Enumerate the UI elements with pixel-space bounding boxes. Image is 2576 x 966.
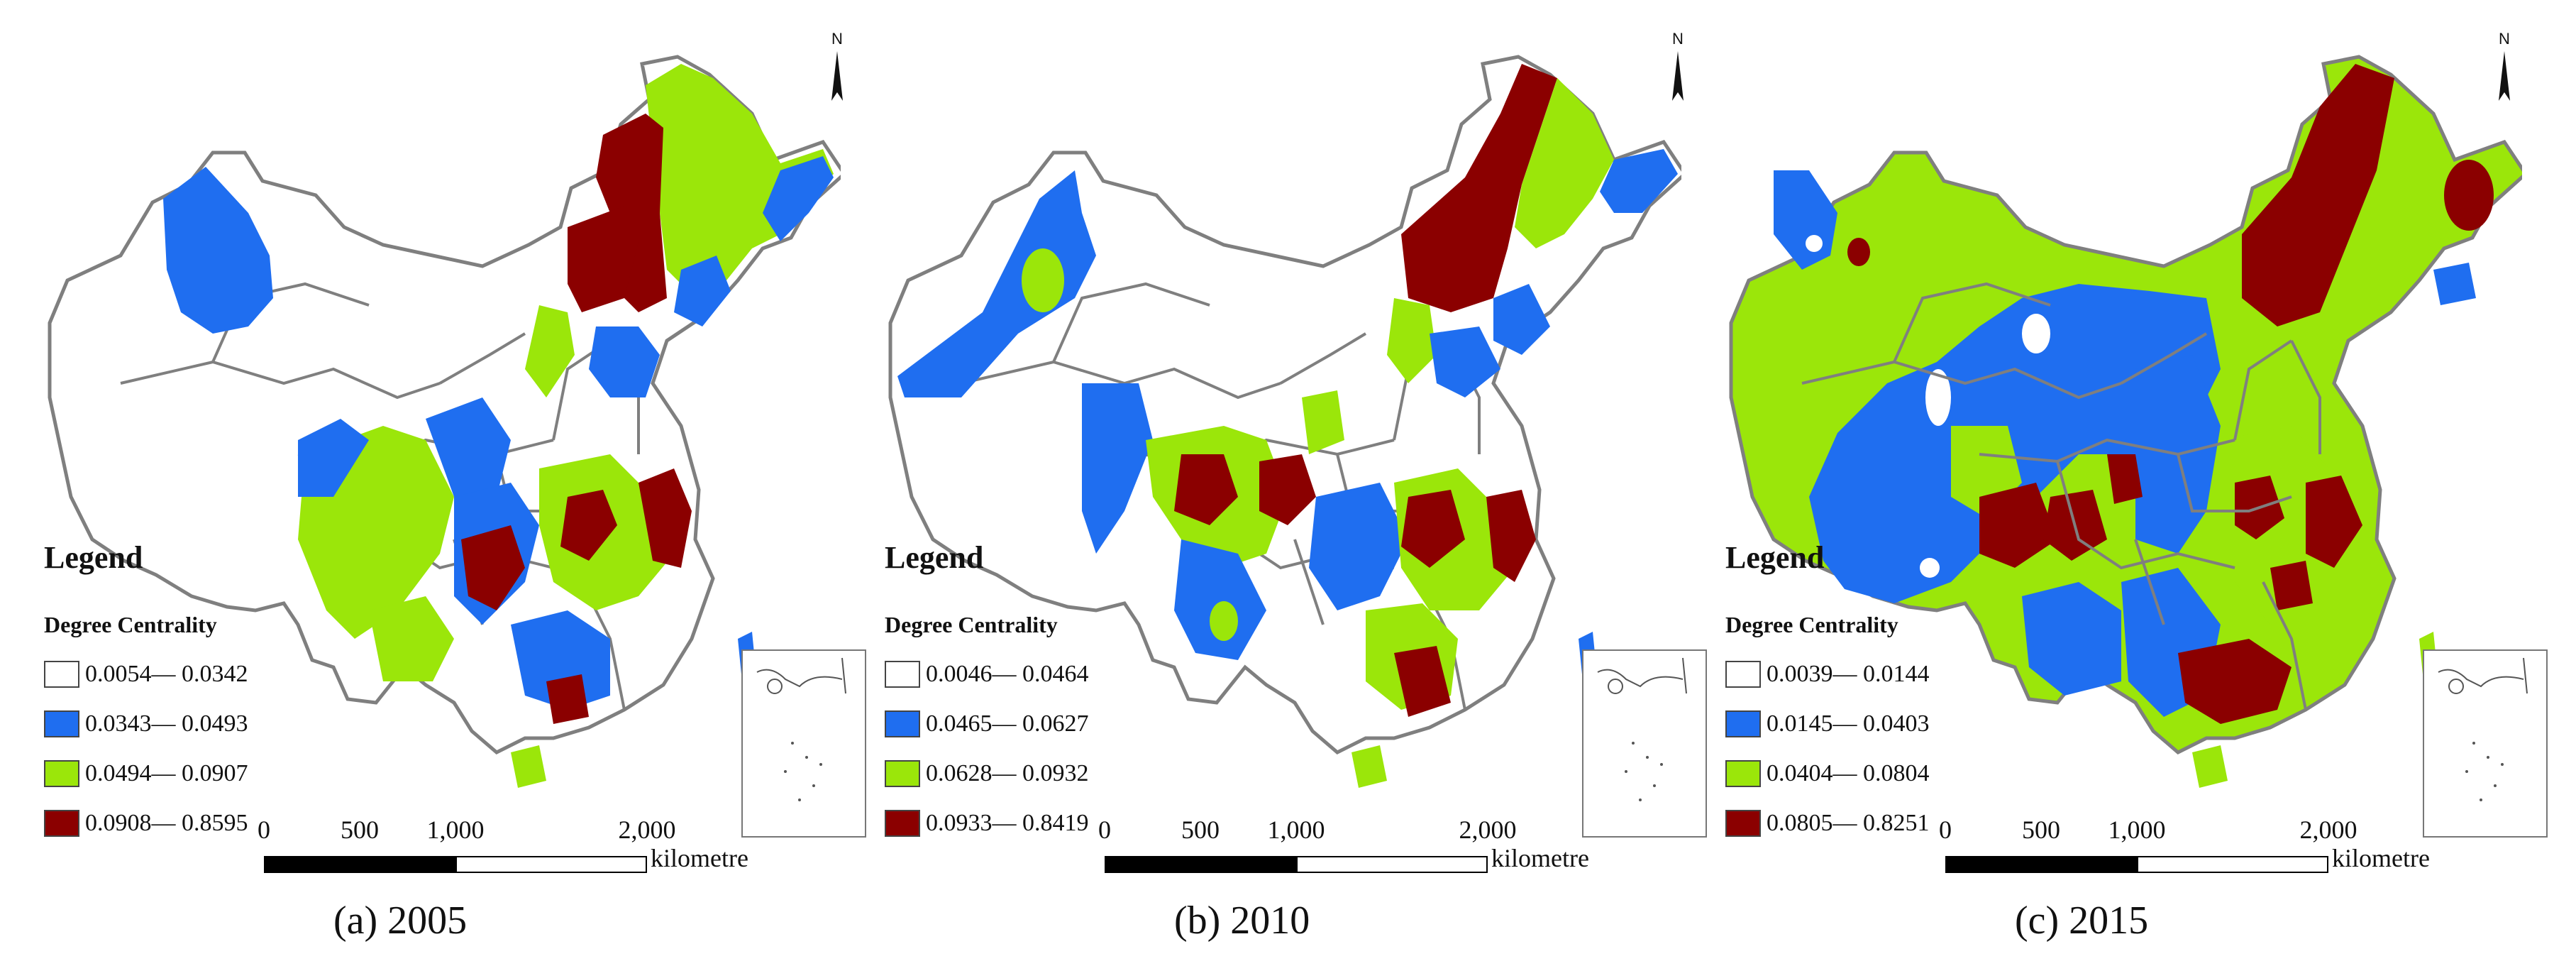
legend-label: 0.0933— 0.8419 xyxy=(926,810,1089,836)
scale-bar-black-segment xyxy=(1945,856,2137,873)
legend-row-class2: 0.0145— 0.0403 xyxy=(1725,706,1930,742)
scale-tick: 0 xyxy=(1939,816,1952,844)
legend-swatch-class2 xyxy=(885,710,920,737)
region-class3 xyxy=(1515,78,1614,248)
legend-row-class3: 0.0494— 0.0907 xyxy=(44,756,248,791)
legend-row-class1: 0.0054— 0.0342 xyxy=(44,657,248,692)
legend-label: 0.0054— 0.0342 xyxy=(85,661,248,687)
scale-tick: 500 xyxy=(1181,816,1220,844)
region-class2 xyxy=(1809,284,2221,603)
legend-label: 0.0343— 0.0493 xyxy=(85,710,248,737)
region-class2 xyxy=(897,170,1096,397)
legend-label: 0.0805— 0.8251 xyxy=(1767,810,1930,836)
legend-swatch-class3 xyxy=(44,760,79,787)
north-arrow: N xyxy=(2490,30,2519,115)
scale-bar-white-segment xyxy=(2137,856,2328,873)
scale-tick: 1,000 xyxy=(426,816,485,844)
legend-swatch-class3 xyxy=(885,760,920,787)
scale-tick: 2,000 xyxy=(618,816,676,844)
region-class2 xyxy=(163,167,273,334)
legend-label: 0.0046— 0.0464 xyxy=(926,661,1089,687)
scale-tick: 500 xyxy=(341,816,379,844)
legend-label: 0.0039— 0.0144 xyxy=(1767,661,1930,687)
scale-bar-black-segment xyxy=(264,856,455,873)
legend-row-class2: 0.0465— 0.0627 xyxy=(885,706,1089,742)
choropleth-map-2015 xyxy=(1729,55,2522,788)
panel-caption: (c) 2015 xyxy=(2015,899,2149,943)
legend-swatch-class1 xyxy=(885,661,920,688)
scale-tick: 2,000 xyxy=(1459,816,1517,844)
legend-swatch-class4 xyxy=(1725,810,1761,837)
north-label: N xyxy=(2499,30,2510,48)
legend-label: 0.0628— 0.0932 xyxy=(926,760,1089,786)
scale-bar: 0 500 1,000 2,000 kilometre xyxy=(1939,815,2430,873)
north-arrow: N xyxy=(1664,30,1692,115)
legend-swatch-class1 xyxy=(44,661,79,688)
choropleth-map-2005 xyxy=(48,55,841,788)
north-label: N xyxy=(831,30,843,48)
panel-caption: (a) 2005 xyxy=(333,899,468,943)
legend-title: Legend xyxy=(44,540,143,575)
legend-label: 0.0494— 0.0907 xyxy=(85,760,248,786)
scale-bar: 0 500 1,000 2,000 kilometre xyxy=(1098,815,1589,873)
inset-map-south-china-sea xyxy=(1582,649,1707,838)
region-class4 xyxy=(568,206,639,312)
legend-row-class3: 0.0628— 0.0932 xyxy=(885,756,1089,791)
scale-unit: kilometre xyxy=(2332,844,2430,872)
region-class4 xyxy=(596,114,667,312)
scale-bar-white-segment xyxy=(1296,856,1488,873)
inset-map-south-china-sea xyxy=(2423,649,2548,838)
choropleth-map-2010 xyxy=(888,55,1681,788)
north-arrow: N xyxy=(823,30,851,115)
panel-caption: (b) 2010 xyxy=(1174,899,1310,943)
legend-subtitle: Degree Centrality xyxy=(1725,612,1898,637)
legend-title: Legend xyxy=(1725,540,1825,575)
scale-unit: kilometre xyxy=(651,844,748,872)
legend-row-class4: 0.0908— 0.8595 xyxy=(44,806,248,841)
north-label: N xyxy=(1672,30,1684,48)
scale-tick: 1,000 xyxy=(1267,816,1325,844)
map-panel-2010: N Legend Degree Centrality 0.0046— 0.046… xyxy=(841,0,1707,966)
legend-title: Legend xyxy=(885,540,984,575)
legend-label: 0.0404— 0.0804 xyxy=(1767,760,1930,786)
inset-map-south-china-sea xyxy=(741,649,866,838)
scale-tick: 1,000 xyxy=(2108,816,2166,844)
scale-tick: 0 xyxy=(1098,816,1111,844)
map-panel-2015: N Legend Degree Centrality 0.0039— 0.014… xyxy=(1681,0,2548,966)
scale-unit: kilometre xyxy=(1491,844,1589,872)
legend-label: 0.0145— 0.0403 xyxy=(1767,710,1930,737)
legend-subtitle: Degree Centrality xyxy=(885,612,1058,637)
legend-label: 0.0465— 0.0627 xyxy=(926,710,1089,737)
scale-bar: 0 500 1,000 2,000 kilometre xyxy=(258,815,748,873)
scale-tick: 2,000 xyxy=(2299,816,2357,844)
scale-tick: 0 xyxy=(258,816,270,844)
legend-swatch-class4 xyxy=(885,810,920,837)
legend-swatch-class2 xyxy=(44,710,79,737)
region-class4 xyxy=(1401,64,1557,312)
legend-row-class1: 0.0039— 0.0144 xyxy=(1725,657,1930,692)
legend-row-class3: 0.0404— 0.0804 xyxy=(1725,756,1930,791)
legend-swatch-class4 xyxy=(44,810,79,837)
scale-bar-black-segment xyxy=(1105,856,1296,873)
region-class3 xyxy=(646,64,834,298)
region-class4 xyxy=(2242,64,2394,326)
legend-label: 0.0908— 0.8595 xyxy=(85,810,248,836)
scale-bar-white-segment xyxy=(455,856,647,873)
legend-row-class2: 0.0343— 0.0493 xyxy=(44,706,248,742)
legend-row-class4: 0.0805— 0.8251 xyxy=(1725,806,1930,841)
scale-tick: 500 xyxy=(2022,816,2060,844)
legend-swatch-class3 xyxy=(1725,760,1761,787)
legend-row-class4: 0.0933— 0.8419 xyxy=(885,806,1089,841)
legend-swatch-class2 xyxy=(1725,710,1761,737)
legend-subtitle: Degree Centrality xyxy=(44,612,217,637)
legend-row-class1: 0.0046— 0.0464 xyxy=(885,657,1089,692)
legend-swatch-class1 xyxy=(1725,661,1761,688)
map-panel-2005: N Legend Degree Centrality 0.0054— 0.034… xyxy=(0,0,866,966)
